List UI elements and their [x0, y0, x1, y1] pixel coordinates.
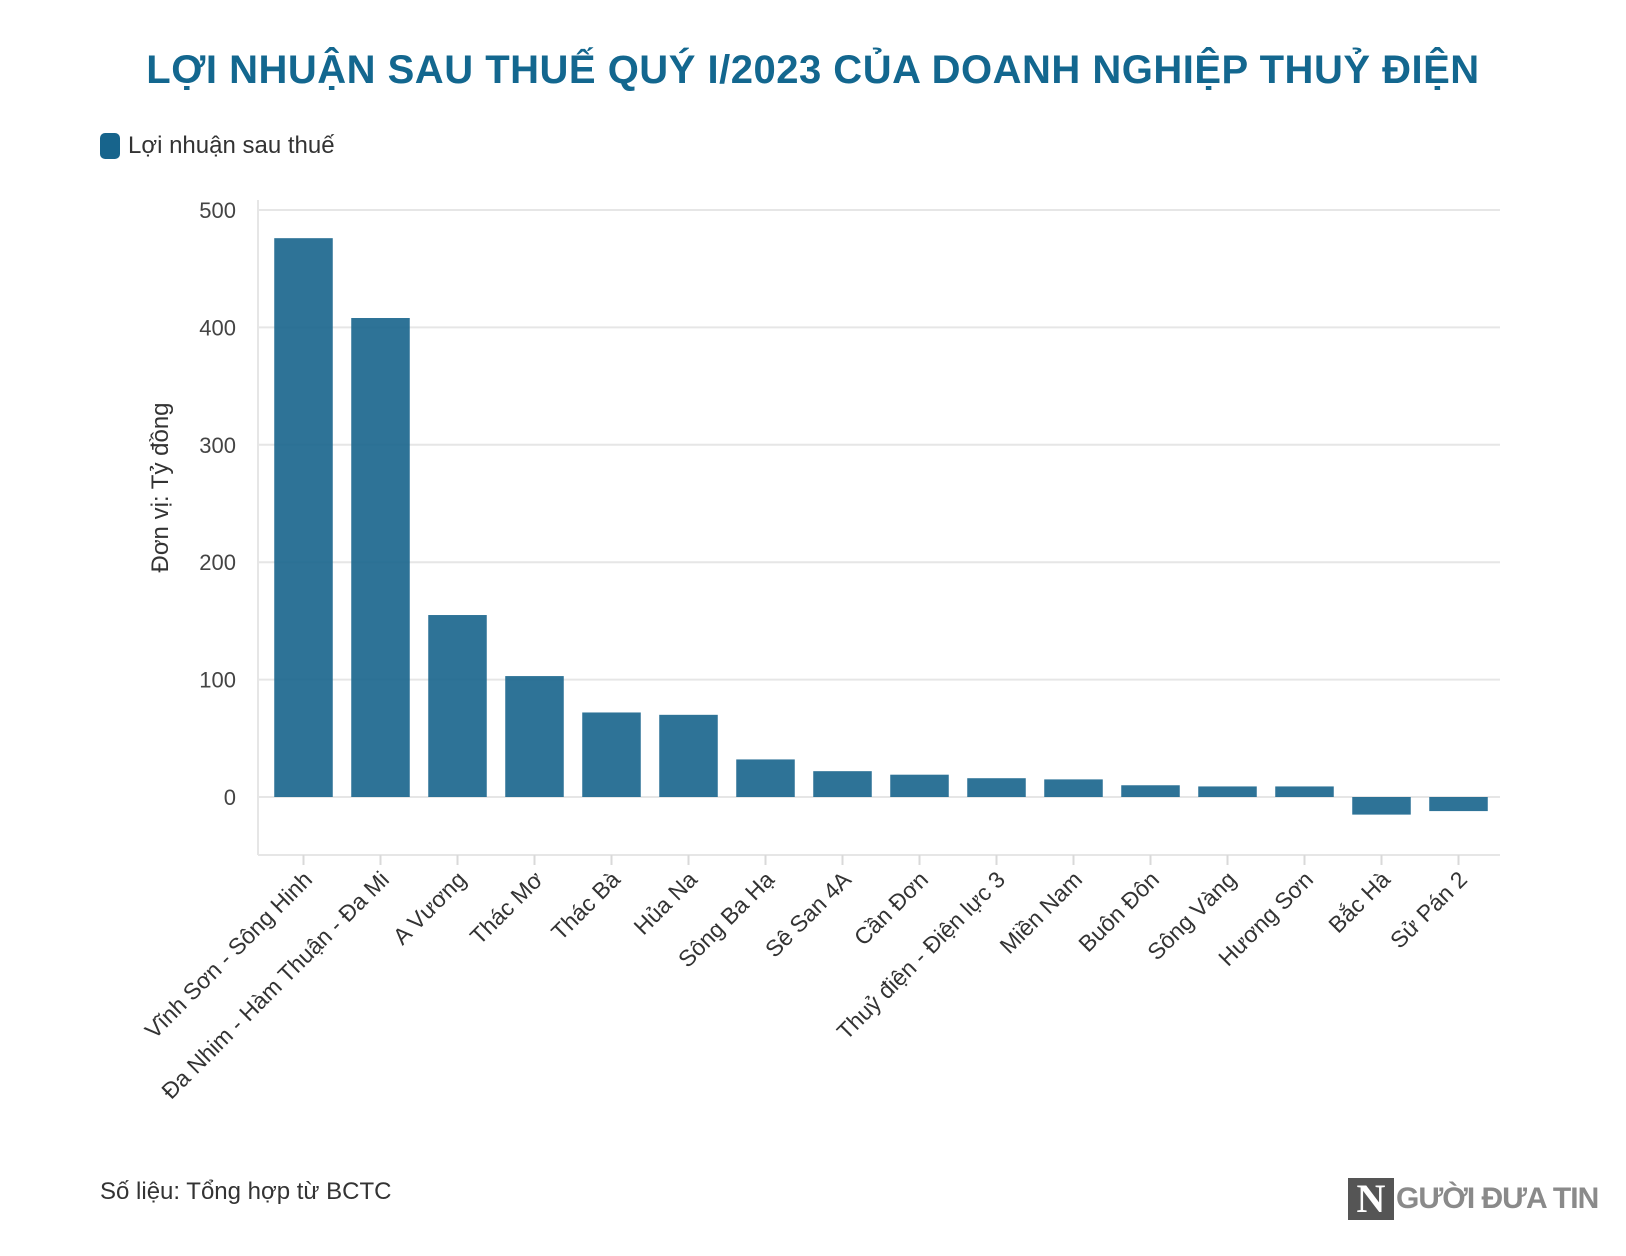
- legend-swatch: [100, 133, 120, 159]
- source-note: Số liệu: Tổng hợp từ BCTC: [100, 1178, 392, 1205]
- bar: [1044, 779, 1103, 797]
- y-axis-title: Đơn vị: Tỷ đồng: [147, 402, 174, 572]
- bar: [582, 712, 641, 797]
- bar: [1429, 797, 1488, 812]
- bar: [967, 778, 1026, 797]
- bar: [274, 238, 333, 797]
- y-tick-label: 200: [199, 550, 236, 575]
- bar: [813, 771, 872, 797]
- legend-label: Lợi nhuận sau thuế: [128, 132, 335, 159]
- x-tick-label: Hủa Na: [629, 866, 703, 940]
- chart-title: LỢI NHUẬN SAU THUẾ QUÝ I/2023 CỦA DOANH …: [146, 48, 1480, 92]
- bar: [351, 318, 410, 797]
- publisher-logo: N GƯỜI ĐƯA TIN: [1348, 1178, 1599, 1220]
- bar: [505, 676, 564, 797]
- y-tick-label: 100: [199, 668, 236, 693]
- bar: [1352, 797, 1411, 815]
- y-tick-label: 400: [199, 315, 236, 340]
- bar: [890, 774, 949, 797]
- y-tick-label: 500: [199, 198, 236, 223]
- bar: [1198, 786, 1257, 797]
- y-tick-label: 0: [224, 785, 236, 810]
- x-tick-label: Thác Mơ: [465, 866, 548, 949]
- logo-text: GƯỜI ĐƯA TIN: [1396, 1182, 1599, 1215]
- bar: [1275, 786, 1334, 797]
- y-tick-label: 300: [199, 433, 236, 458]
- bar: [659, 714, 718, 797]
- bar: [1121, 785, 1180, 797]
- legend: Lợi nhuận sau thuế: [100, 132, 335, 160]
- x-tick-label: Bắc Hà: [1323, 866, 1395, 938]
- x-tick-label: A Vương: [388, 866, 471, 949]
- bar: [736, 759, 795, 797]
- x-tick-label: Thác Bà: [546, 866, 625, 945]
- bar: [428, 615, 487, 797]
- x-tick-label: Sử Pán 2: [1385, 866, 1472, 953]
- logo-mark: N: [1348, 1178, 1394, 1220]
- x-tick-label: Miền Nam: [995, 866, 1087, 958]
